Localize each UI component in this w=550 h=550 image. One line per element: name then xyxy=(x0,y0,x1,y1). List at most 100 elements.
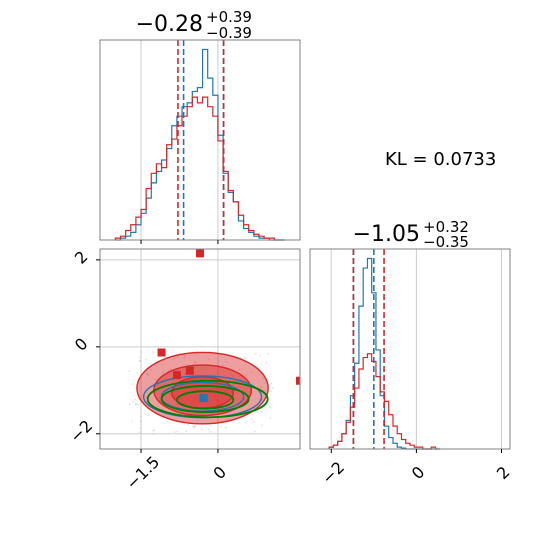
sample-point xyxy=(215,399,217,401)
sample-point xyxy=(193,425,195,428)
sample-point xyxy=(269,406,272,408)
sample-point xyxy=(270,382,273,385)
panel-bottom-right: −2 0 2 xyxy=(309,248,514,488)
sample-point xyxy=(138,360,141,362)
sample-point xyxy=(147,374,149,377)
sample-point xyxy=(216,400,219,402)
sample-point xyxy=(265,361,267,364)
x-tick-label: 0 xyxy=(209,462,230,483)
bottom-right-title-sup: +0.32 xyxy=(423,218,469,236)
sample-point xyxy=(225,361,228,363)
sample-point xyxy=(208,405,211,408)
sample-point xyxy=(154,378,157,381)
sample-point xyxy=(140,421,142,423)
sample-point xyxy=(128,370,131,373)
sample-point xyxy=(136,403,139,406)
sample-point xyxy=(194,361,196,364)
sample-point xyxy=(178,352,181,354)
sample-point xyxy=(195,353,198,355)
sample-point xyxy=(209,430,212,433)
bottom-right-title: −1.05 +0.32 −0.35 xyxy=(353,218,469,251)
sample-point xyxy=(177,405,179,407)
sample-point xyxy=(224,400,227,403)
red-marker xyxy=(157,348,166,357)
axes-frame xyxy=(309,248,511,450)
red-marker xyxy=(196,249,204,258)
sample-point xyxy=(145,400,148,403)
sample-point xyxy=(183,356,186,359)
sample-point xyxy=(196,420,198,422)
sample-point xyxy=(267,352,269,355)
sample-point xyxy=(152,351,155,354)
sample-point xyxy=(175,403,178,406)
sample-point xyxy=(168,392,171,395)
sample-point xyxy=(145,396,147,398)
sample-point xyxy=(185,430,188,432)
blue-marker xyxy=(199,394,208,403)
sample-point xyxy=(162,359,165,362)
sample-point xyxy=(195,387,197,389)
blue-histogram xyxy=(115,48,285,241)
sample-point xyxy=(232,375,235,377)
sample-point xyxy=(172,357,175,360)
plot-area xyxy=(100,249,300,449)
sample-point xyxy=(220,425,222,428)
sample-point xyxy=(244,357,247,360)
sample-point xyxy=(139,431,142,433)
sample-point xyxy=(221,364,224,367)
red-marker xyxy=(172,371,181,380)
sample-point xyxy=(201,413,204,416)
axes-background xyxy=(310,249,510,449)
sample-point xyxy=(228,379,231,382)
sample-point xyxy=(260,386,262,388)
sample-point xyxy=(153,428,156,431)
sample-point xyxy=(152,429,155,432)
top-left-title-sup: +0.39 xyxy=(206,8,252,26)
y-tick-label: 2 xyxy=(71,247,92,268)
green-contour xyxy=(176,390,235,410)
sample-point xyxy=(258,373,261,375)
sample-point xyxy=(239,356,242,359)
sample-point xyxy=(161,364,164,366)
sample-point xyxy=(244,421,247,424)
sample-point xyxy=(214,396,217,399)
sample-point xyxy=(189,387,192,390)
sample-point xyxy=(135,402,137,405)
sample-point xyxy=(264,381,266,384)
sample-point xyxy=(169,368,172,371)
red-marker xyxy=(296,376,300,385)
red-histogram xyxy=(328,353,440,450)
sample-point xyxy=(225,426,227,429)
sample-point xyxy=(229,372,232,374)
sample-point xyxy=(161,408,164,411)
sample-point xyxy=(177,356,180,358)
sample-point xyxy=(194,396,197,399)
sample-point xyxy=(132,400,135,403)
sample-point xyxy=(139,427,142,429)
kl-annotation: KL = 0.0733 xyxy=(385,149,496,170)
sample-point xyxy=(272,387,274,389)
sample-point xyxy=(140,419,142,422)
axes-background xyxy=(100,40,300,240)
sample-point xyxy=(145,358,147,361)
sample-point xyxy=(262,376,264,379)
y-tick-label: −2 xyxy=(66,416,96,446)
top-left-title-sub: −0.39 xyxy=(206,24,252,42)
sample-point xyxy=(207,358,210,360)
sample-point xyxy=(197,413,200,416)
bottom-right-title-sub: −0.35 xyxy=(423,233,469,251)
sample-point xyxy=(192,401,195,404)
sample-point xyxy=(218,401,220,403)
sample-point xyxy=(261,424,263,426)
sample-point xyxy=(234,380,236,382)
sample-point xyxy=(134,403,137,406)
sample-point xyxy=(259,354,261,357)
sample-point xyxy=(150,369,152,371)
sample-point xyxy=(260,411,263,413)
sample-point xyxy=(194,425,196,428)
top-left-title-value: −0.28 xyxy=(136,12,203,37)
sample-point xyxy=(139,356,141,359)
sample-point xyxy=(253,430,256,433)
sample-point xyxy=(131,383,134,385)
sample-point xyxy=(194,371,197,374)
